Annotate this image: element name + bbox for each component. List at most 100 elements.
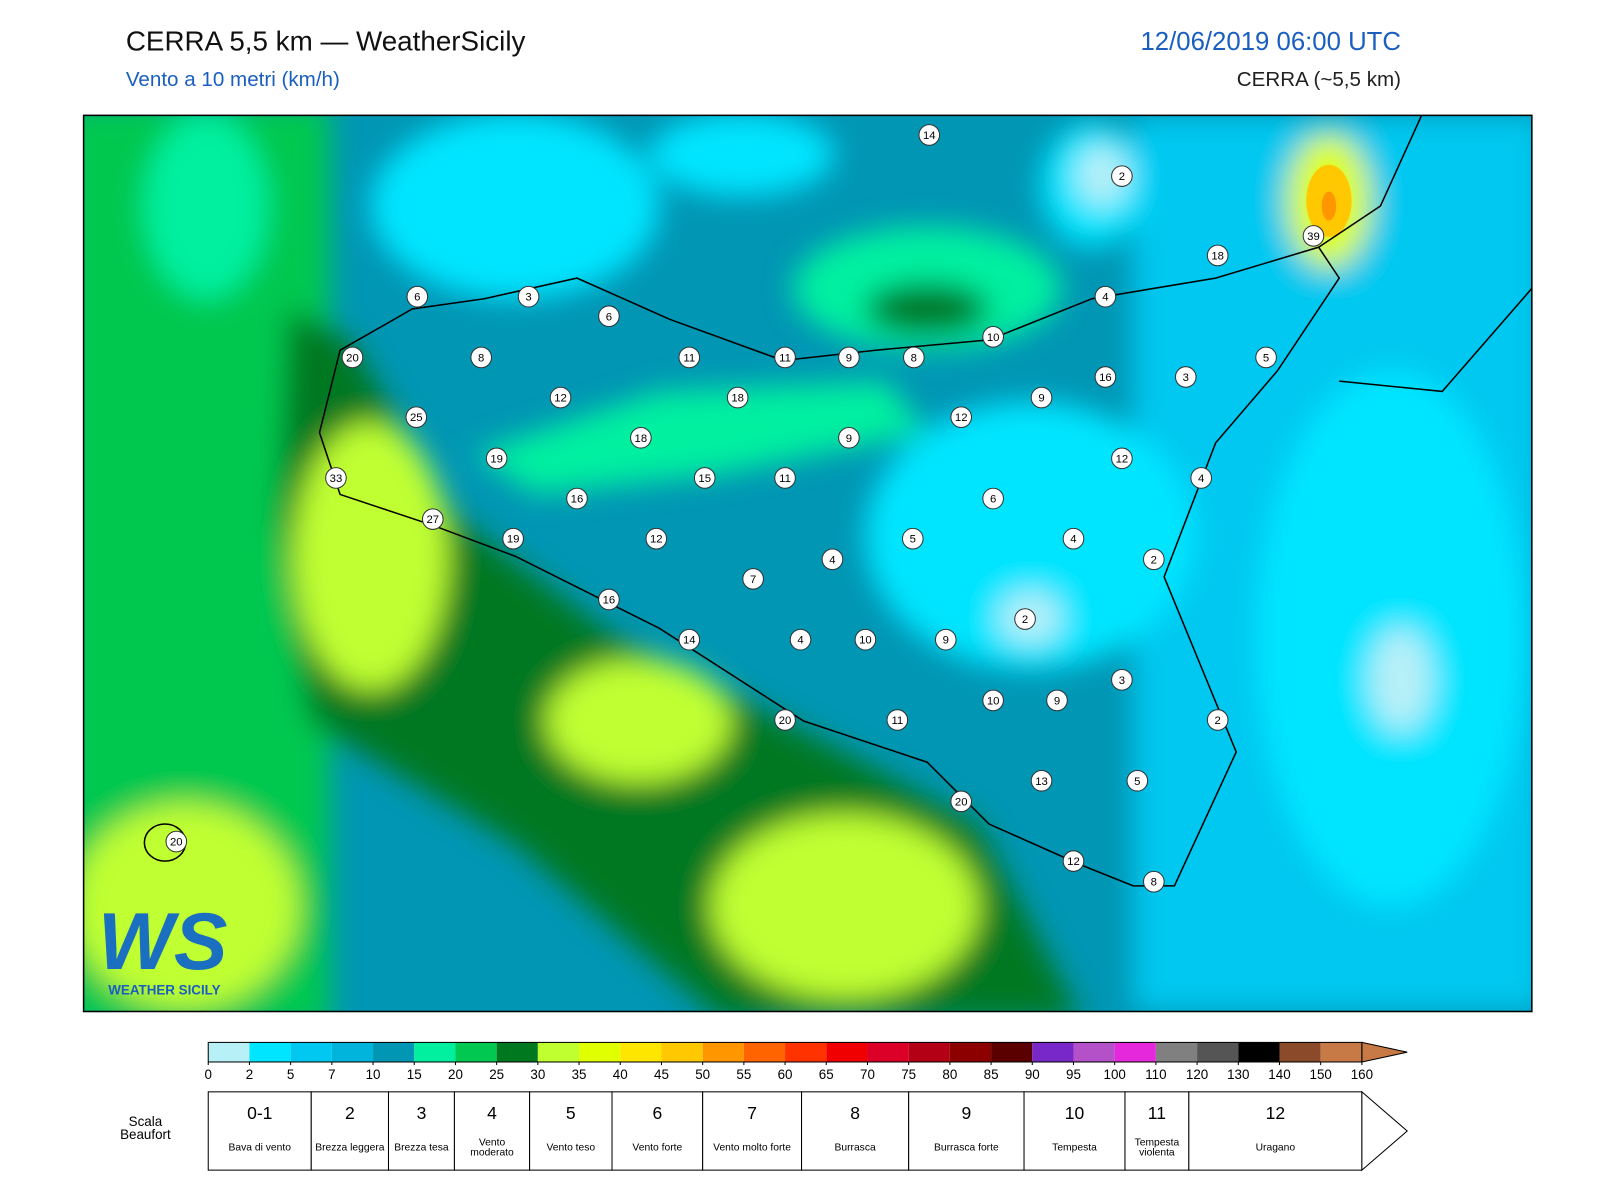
tick-label: 10 [366,1067,381,1082]
station-value: 13 [1035,776,1048,788]
station-value: 20 [170,837,183,849]
beaufort-description: Burrasca [834,1142,876,1154]
beaufort-description: Brezza leggera [315,1142,385,1154]
color-segment [414,1042,456,1062]
beaufort-force: 3 [417,1103,427,1123]
beaufort-label: Scala Beaufort [120,1113,171,1143]
station-value: 12 [955,412,968,424]
beaufort-desc-box: Burrasca [834,1142,876,1154]
beaufort-description: Tempesta [1052,1142,1097,1154]
station-marker [1111,165,1133,187]
beaufort-force: 7 [747,1103,757,1123]
beaufort-force: 11 [1148,1103,1166,1123]
beaufort-description: Brezza tesa [394,1142,449,1154]
station-value: 39 [1307,231,1320,243]
tick-label: 40 [613,1067,628,1082]
station-value: 5 [1134,776,1140,788]
color-segment [1279,1042,1321,1062]
station-value: 12 [554,393,567,405]
station-value: 5 [1263,352,1269,364]
tick-label: 2 [246,1067,253,1082]
tick-label: 120 [1186,1067,1208,1082]
tick-label: 15 [407,1067,422,1082]
map-frame [82,114,1533,1013]
colorbar-arrow [1361,1041,1408,1063]
station-value: 20 [346,352,359,364]
station-value: 15 [698,473,711,485]
station-value: 8 [478,352,484,364]
color-segment [661,1042,703,1062]
station-value: 2 [1119,171,1125,183]
logo-name: WEATHER SICILY [108,982,220,997]
station-marker [1143,548,1165,571]
station-marker [1062,527,1085,550]
color-segment [949,1042,992,1062]
beaufort-box [801,1091,910,1171]
station-marker [1094,285,1117,308]
station-value: 16 [571,494,584,506]
beaufort-desc-box: Bava di vento [229,1143,291,1153]
station-value: 4 [1102,292,1108,304]
station-marker [1174,366,1197,388]
station-value: 9 [846,433,852,445]
station-value: 7 [750,574,756,586]
station-value: 9 [943,635,949,647]
station-value: 12 [650,534,663,546]
color-segment [1197,1042,1239,1062]
tick-label: 75 [901,1067,916,1082]
station-marker [982,326,1004,348]
station-marker [517,285,540,308]
station-value: 10 [859,635,872,647]
color-segment [208,1042,250,1062]
station-value: 20 [779,715,792,727]
color-segment [1032,1042,1074,1062]
station-value: 2 [1215,715,1221,727]
beaufort-box [1124,1091,1190,1171]
station-marker [678,346,701,369]
beaufort-force: 5 [566,1103,576,1123]
color-segment [1320,1042,1362,1062]
beaufort-force: 12 [1266,1103,1285,1123]
beaufort-desc-box: Brezza tesa [394,1142,449,1154]
station-value: 6 [414,292,420,304]
station-value: 10 [987,695,1000,707]
tick-label: 140 [1268,1067,1290,1082]
station-marker [918,124,941,146]
station-value: 11 [779,352,791,364]
station-marker [1206,244,1229,267]
station-marker [502,527,524,550]
station-marker [325,467,347,489]
tick-label: 0 [205,1067,212,1082]
station-marker [982,487,1004,510]
beaufort-force: 9 [961,1103,971,1123]
tick-label: 150 [1310,1067,1332,1082]
station-marker [566,487,588,510]
station-value: 18 [731,393,744,405]
beaufort-box [207,1091,312,1171]
beaufort-box [1023,1091,1126,1171]
station-marker [903,346,925,369]
station-marker [645,527,668,550]
station-marker [1030,386,1053,409]
station-value: 6 [606,311,612,323]
station-marker [406,285,429,308]
station-value: 3 [525,292,531,304]
station-marker [950,790,973,813]
station-marker [470,346,493,369]
tick-label: 90 [1025,1067,1040,1082]
beaufort-desc-box: Tempesta [1052,1142,1097,1154]
beaufort-arrow [1361,1090,1408,1172]
color-segment [1238,1042,1280,1062]
tick-label: 80 [942,1067,957,1082]
colorbar: 0 2 5 7 10 15 20 25 30 35 40 45 50 55 60 65 70 75 80 85 90 95… [205,1041,1408,1082]
station-marker [1046,689,1068,712]
station-marker [1062,850,1085,872]
tick-label: 20 [448,1067,463,1082]
station-value: 16 [603,595,616,607]
station-value: 18 [635,433,648,445]
station-value: 11 [891,715,903,727]
station-marker [405,406,428,428]
station-value: 12 [1116,453,1129,465]
